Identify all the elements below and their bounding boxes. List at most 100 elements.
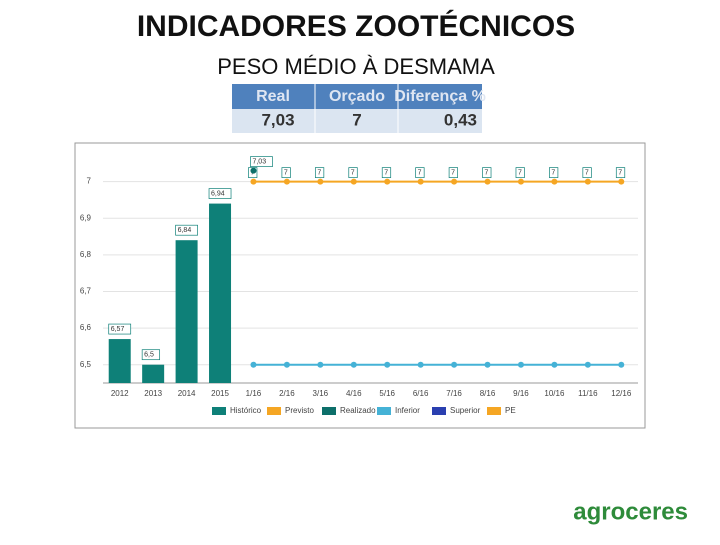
point (517, 178, 524, 185)
data-label-box (108, 323, 132, 335)
data-label-box (348, 167, 358, 178)
point (250, 361, 257, 368)
legend-swatch (212, 407, 226, 415)
legend-swatch (487, 407, 501, 415)
x-tick-label: 2014 (178, 389, 196, 398)
data-label-box (582, 167, 592, 178)
legend-label: Realizado (340, 406, 376, 415)
data-label-box (448, 167, 458, 178)
point (317, 361, 324, 368)
data-label-box (208, 188, 232, 199)
legend-label: Superior (450, 406, 481, 415)
x-tick-label: 11/16 (578, 389, 598, 398)
legend-label: PE (505, 406, 516, 415)
data-label: 7 (585, 169, 589, 176)
point (350, 178, 357, 185)
legend-swatch (267, 407, 281, 415)
point (384, 178, 391, 185)
x-tick-label: 3/16 (313, 389, 329, 398)
data-label: 7 (518, 169, 522, 176)
data-label: 6,5 (144, 352, 154, 359)
point (484, 178, 491, 185)
point (618, 178, 625, 185)
x-tick-label: 2013 (144, 389, 162, 398)
x-tick-label: 2/16 (279, 389, 295, 398)
data-label: 7 (485, 169, 489, 176)
data-label: 7 (351, 169, 355, 176)
data-label-box (281, 167, 291, 178)
data-label-box (314, 167, 325, 178)
point (517, 361, 524, 368)
y-tick-label: 6,9 (80, 213, 92, 222)
data-label: 7 (451, 169, 455, 176)
point (250, 178, 257, 185)
legend-label: Inferior (395, 406, 420, 415)
data-label-box (381, 167, 392, 178)
point (417, 361, 424, 368)
x-tick-label: 8/16 (480, 389, 496, 398)
subtitle: PESO MÉDIO À DESMAMA (217, 54, 495, 79)
title: INDICADORES ZOOTÉCNICOS (137, 9, 575, 43)
data-label: 7 (551, 169, 555, 176)
point (350, 361, 357, 368)
point (417, 178, 424, 185)
chart-frame (74, 142, 646, 429)
x-tick-label: 10/16 (544, 389, 565, 398)
bar (108, 339, 131, 383)
data-label-box (549, 167, 559, 178)
x-tick-label: 4/16 (346, 389, 362, 398)
point (584, 178, 591, 185)
point (451, 178, 458, 185)
bar (209, 203, 232, 383)
table-header-bg (232, 84, 482, 109)
table-header: Real (256, 88, 290, 105)
y-tick-label: 7 (87, 177, 92, 186)
x-tick-label: 9/16 (513, 389, 529, 398)
point (584, 361, 591, 368)
data-label: 7 (384, 169, 388, 176)
data-label: 7 (418, 169, 422, 176)
data-label-box (175, 224, 198, 236)
data-label: 7,03 (252, 158, 266, 165)
point (451, 361, 458, 368)
x-tick-label: 2012 (111, 389, 129, 398)
y-tick-label: 6,5 (80, 360, 92, 369)
legend-swatch (322, 407, 336, 415)
y-tick-label: 6,7 (80, 287, 92, 296)
point (484, 361, 491, 368)
data-label-box (250, 156, 273, 167)
bar (142, 364, 165, 383)
y-tick-label: 6,8 (80, 250, 92, 259)
chart: 6,5 6,6 6,7 6,8 6,9 7 2012 2013 2014 2015 1/16 2/16… (80, 156, 638, 415)
data-label-box (515, 167, 525, 178)
data-label: 6,57 (111, 326, 125, 333)
x-tick-label: 5/16 (379, 389, 395, 398)
y-tick-label: 6,6 (80, 323, 92, 332)
x-tick-label: 6/16 (413, 389, 429, 398)
point (551, 361, 558, 368)
data-label-box (141, 349, 161, 361)
point (283, 178, 290, 185)
x-tick-label: 7/16 (446, 389, 462, 398)
data-label: 6,94 (211, 190, 225, 197)
table-cell: 7 (352, 110, 361, 129)
data-label-box (482, 167, 492, 178)
table-row-bg (232, 109, 482, 133)
point (384, 361, 391, 368)
table-header: Diferença % (394, 88, 486, 105)
data-label: 7 (618, 169, 622, 176)
logo: agroceres (573, 498, 688, 525)
point (317, 178, 324, 185)
data-label-box (615, 167, 626, 178)
x-tick-label: 12/16 (611, 389, 632, 398)
point (283, 361, 290, 368)
point (250, 167, 257, 174)
legend-swatch (432, 407, 446, 415)
x-tick-label: 1/16 (246, 389, 262, 398)
legend-swatch (377, 407, 391, 415)
legend-label: Previsto (285, 406, 314, 415)
table-header: Orçado (329, 88, 385, 105)
data-label: 7 (317, 169, 321, 176)
